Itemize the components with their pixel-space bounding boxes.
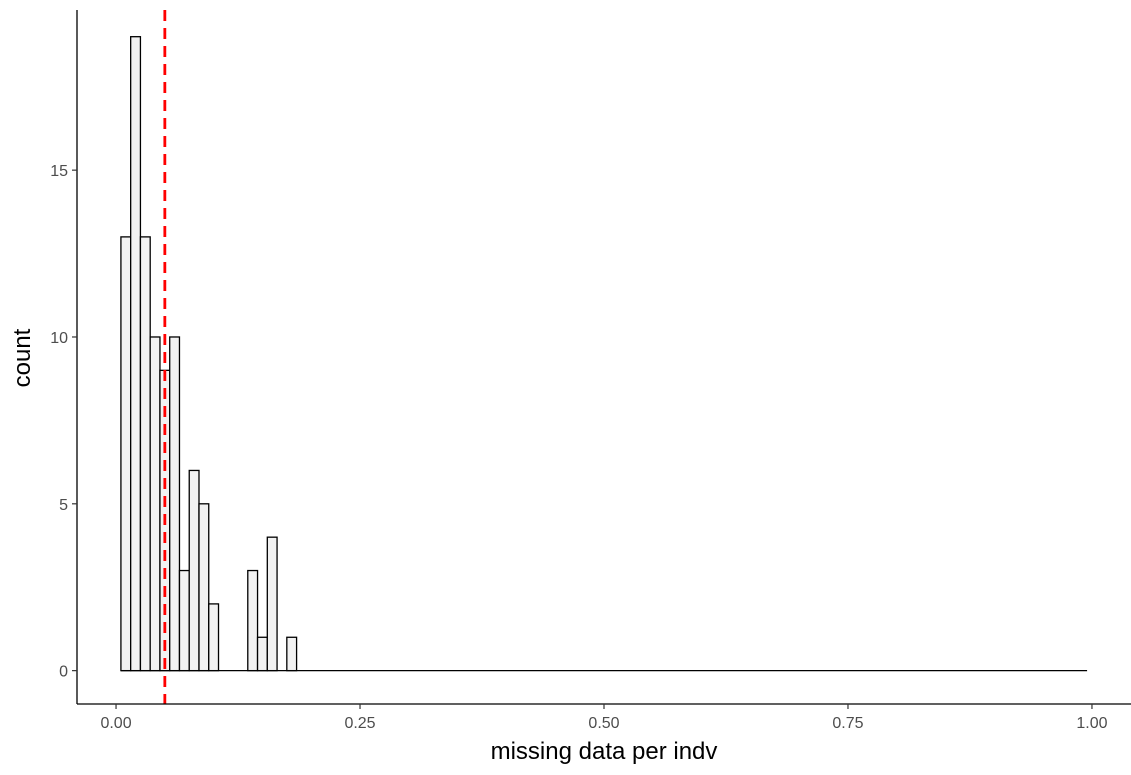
x-tick-label-3: 0.50 bbox=[588, 715, 619, 732]
histogram-bar-13 bbox=[266, 536, 278, 672]
x-axis-title: missing data per indv bbox=[491, 738, 718, 765]
histogram-bar-2 bbox=[130, 36, 142, 672]
histogram-bar-12 bbox=[256, 636, 268, 672]
y-tick-label-3: 10 bbox=[50, 330, 68, 347]
y-axis-ticks: 0 5 10 15 bbox=[50, 163, 77, 681]
y-tick-label-2: 5 bbox=[59, 497, 68, 514]
x-tick-label-5: 1.00 bbox=[1076, 715, 1107, 732]
x-tick-label-4: 0.75 bbox=[832, 715, 863, 732]
x-tick-label-1: 0.00 bbox=[100, 715, 131, 732]
histogram-bar-1 bbox=[120, 236, 132, 672]
histogram-bar-3 bbox=[139, 236, 151, 672]
histogram-bar-11 bbox=[247, 569, 259, 672]
y-tick-label-4: 15 bbox=[50, 163, 68, 180]
histogram-bar-8 bbox=[188, 469, 200, 672]
histogram-bar-4 bbox=[149, 336, 161, 672]
x-axis-ticks: 0.00 0.25 0.50 0.75 1.00 bbox=[100, 704, 1108, 732]
histogram-bar-14 bbox=[286, 636, 298, 672]
x-tick-label-2: 0.25 bbox=[344, 715, 375, 732]
histogram-bar-7 bbox=[178, 569, 190, 672]
y-axis-title: count bbox=[9, 328, 36, 387]
histogram-bar-6 bbox=[169, 336, 181, 672]
y-tick-label-1: 0 bbox=[59, 664, 68, 681]
histogram-bar-9 bbox=[198, 503, 210, 672]
histogram-bar-10 bbox=[208, 603, 220, 672]
